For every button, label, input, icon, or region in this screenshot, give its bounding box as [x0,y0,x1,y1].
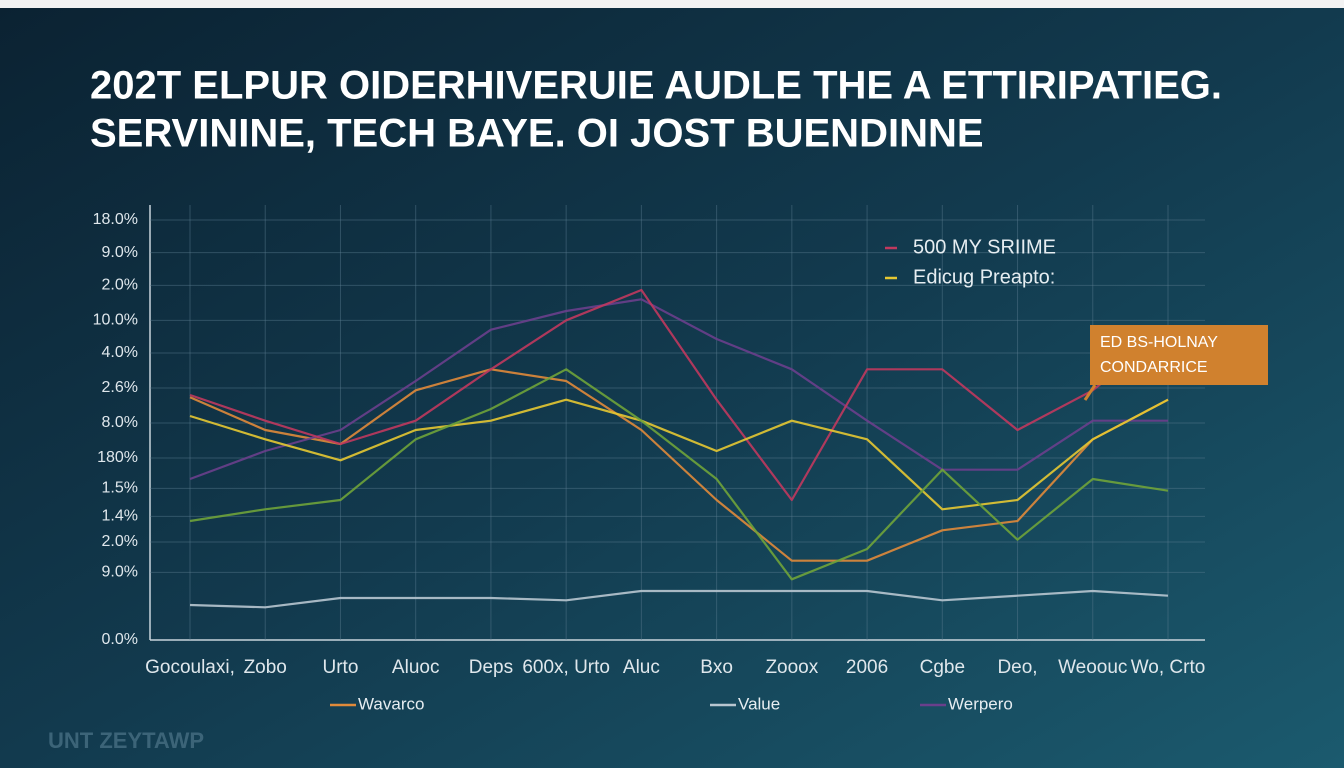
legend-label: 500 MY SRIIME [913,236,1056,258]
legend-label: Wavarco [358,694,424,713]
y-tick-label: 1.5% [102,480,138,497]
x-tick-label: Aluc [623,657,660,678]
x-tick-label: 600x, Urto [522,657,610,678]
x-tick-label: 2006 [846,657,888,678]
x-tick-label: Gocoulaxi, [145,657,235,678]
annotation-pointer [1083,384,1097,401]
top-strip [0,0,1344,8]
chart-title: 202T ELPUR OIDERHIVERUIE AUDLE THE A ETT… [90,64,1222,108]
y-tick-label: 18.0% [93,211,138,228]
series-line [189,288,1169,502]
y-tick-label: 4.0% [102,344,138,361]
x-tick-label: Zobo [244,657,287,678]
x-tick-label: Wo, Crto [1131,657,1206,678]
x-tick-label: Bxo [700,657,733,678]
legend-label: Edicug Preapto: [913,266,1055,288]
y-tick-label: 2.6% [102,379,138,396]
y-tick-label: 1.4% [102,508,138,525]
legend-label: Werpero [948,694,1013,713]
series-line [189,589,1169,609]
x-tick-label: Weoouc [1058,657,1127,678]
watermark: UNT ZEYTAWP [48,728,204,753]
x-tick-label: Urto [323,657,359,678]
x-tick-label: Zooox [765,657,818,678]
series-line [189,368,1169,581]
y-tick-label: 10.0% [93,312,138,329]
annotation-box [1090,325,1268,385]
x-tick-label: Cgbe [920,657,965,678]
series-line [189,298,1168,481]
legend-label: Value [738,694,780,713]
series-line [189,398,1169,511]
y-tick-label: 180% [97,449,138,466]
y-tick-label: 8.0% [102,414,138,431]
y-tick-label: 9.0% [102,244,138,261]
annotation-text: CONDARRICE [1100,359,1208,376]
y-tick-label: 2.0% [102,277,138,294]
annotation-text: ED BS-HOLNAY [1100,334,1218,351]
x-tick-label: Aluoc [392,657,440,678]
chart-subtitle: SERVININE, TECH BAYE. OI JOST BUENDINNE [90,112,984,156]
y-tick-label: 9.0% [102,564,138,581]
x-tick-label: Deps [469,657,513,678]
y-tick-label: 2.0% [102,533,138,550]
series-line [189,368,1169,562]
x-tick-label: Deo, [997,657,1037,678]
y-tick-label: 0.0% [102,631,138,648]
